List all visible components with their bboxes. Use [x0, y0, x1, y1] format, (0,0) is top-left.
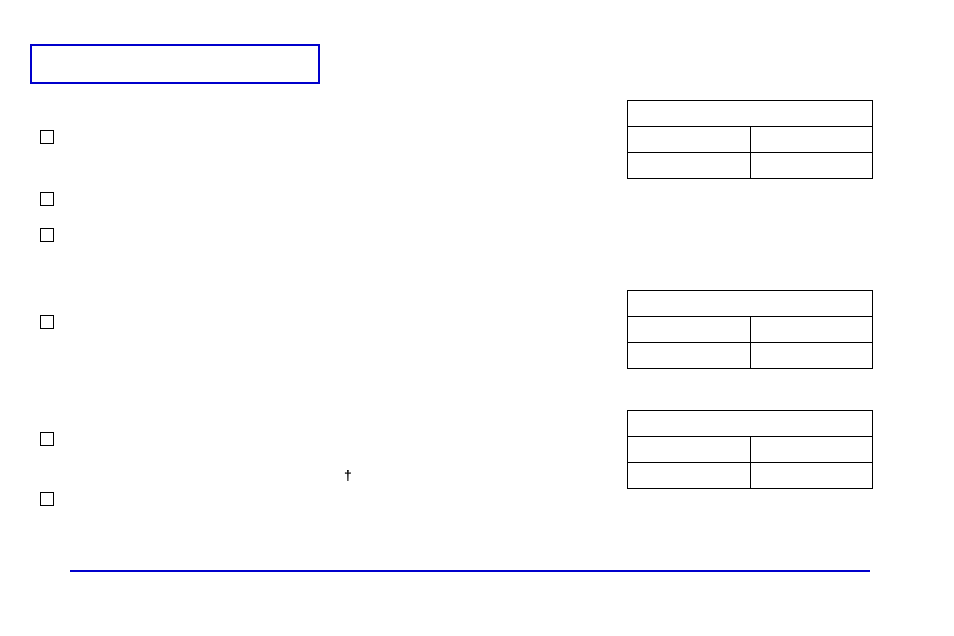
table-cell	[628, 291, 873, 317]
dagger-symbol: †	[344, 467, 352, 483]
data-table-3	[627, 410, 873, 489]
checkbox-6[interactable]	[40, 492, 54, 506]
table-cell	[628, 437, 751, 463]
table-cell	[750, 127, 873, 153]
table-cell	[628, 101, 873, 127]
table-cell	[628, 343, 751, 369]
data-table-1	[627, 100, 873, 179]
table-cell	[750, 463, 873, 489]
title-box	[30, 44, 320, 84]
table-cell	[628, 153, 751, 179]
data-table-2	[627, 290, 873, 369]
table-cell	[628, 317, 751, 343]
table-cell	[750, 153, 873, 179]
checkbox-5[interactable]	[40, 432, 54, 446]
table-cell	[750, 317, 873, 343]
checkbox-4[interactable]	[40, 315, 54, 329]
table-cell	[628, 411, 873, 437]
table-cell	[628, 463, 751, 489]
table-cell	[750, 343, 873, 369]
bottom-rule	[70, 570, 870, 572]
checkbox-1[interactable]	[40, 130, 54, 144]
checkbox-2[interactable]	[40, 192, 54, 206]
checkbox-3[interactable]	[40, 228, 54, 242]
table-cell	[628, 127, 751, 153]
table-cell	[750, 437, 873, 463]
